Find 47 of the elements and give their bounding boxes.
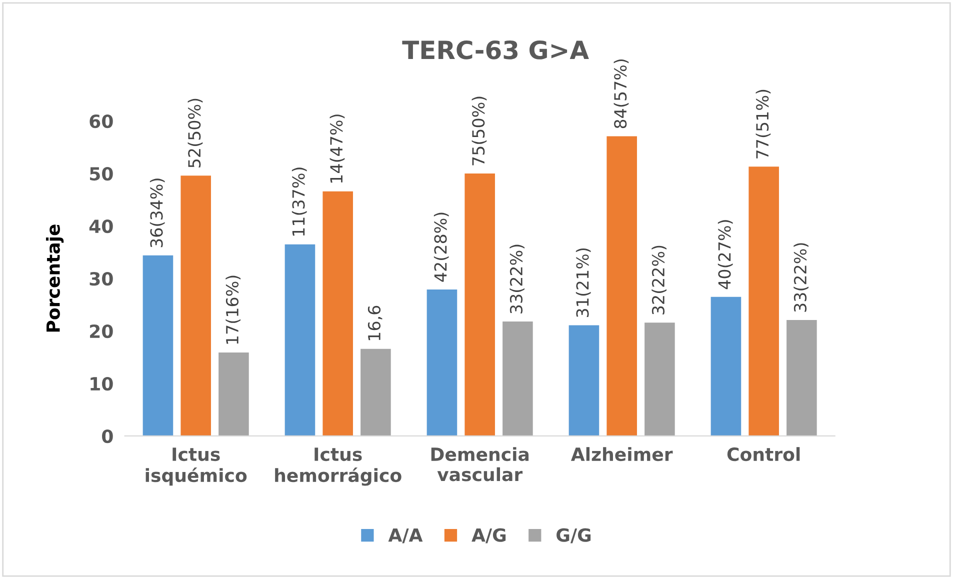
data-label: 84(57%) [614, 59, 629, 128]
bar [284, 244, 316, 436]
y-tick-label: 20 [90, 324, 113, 338]
y-tick-label: 40 [89, 219, 113, 234]
bar [218, 352, 249, 436]
y-axis-title: Porcentaje [46, 224, 64, 332]
data-label: 16,6 [368, 306, 382, 340]
bar [464, 174, 495, 436]
data-label: 32(22%) [652, 246, 666, 314]
bar [322, 191, 353, 436]
data-label: 52(50%) [188, 98, 203, 168]
y-tick-label: 0 [102, 429, 113, 444]
data-label: 36(34%) [150, 178, 165, 248]
data-label: 77(51%) [756, 90, 771, 158]
bar [180, 176, 211, 436]
y-tick-label: 30 [90, 272, 113, 286]
x-tick-label: Ictus isquémico [146, 448, 247, 486]
y-tick-label: 50 [90, 166, 113, 181]
bar [142, 255, 174, 436]
bar [568, 325, 600, 436]
x-tick-label: Control [727, 447, 800, 462]
data-label: 11(37%) [292, 168, 307, 236]
bar [748, 166, 779, 436]
bar [502, 322, 533, 436]
bar [644, 322, 675, 436]
legend-label: A/G [472, 528, 506, 544]
data-label: 75(50%) [472, 96, 487, 166]
bar [606, 136, 637, 436]
bar [360, 348, 391, 436]
data-label: 33(22%) [794, 243, 808, 312]
bar [710, 296, 742, 436]
chart-title: TERC-63 G>A [402, 40, 589, 60]
bar [786, 320, 817, 436]
legend-label: A/A [388, 528, 423, 544]
x-tick-label: Demencia vascular [431, 447, 529, 482]
data-label: 40(27%) [718, 220, 733, 290]
y-tick-label: 60 [90, 114, 113, 128]
data-label: 33(22%) [510, 244, 524, 314]
x-tick-label: Ictus hemorrágico [275, 448, 402, 486]
data-label: 14(47%) [330, 114, 345, 183]
legend-label: G/G [556, 528, 591, 544]
data-label: 31(21%) [576, 248, 591, 318]
data-label: 42(28%) [434, 212, 449, 282]
data-label: 17(16%) [226, 276, 241, 344]
bar [426, 290, 458, 436]
x-tick-label: Alzheimer [570, 447, 673, 462]
y-tick-label: 10 [90, 376, 113, 391]
